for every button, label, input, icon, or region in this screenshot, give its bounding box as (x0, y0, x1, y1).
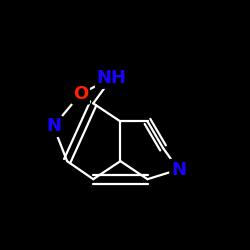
Text: N: N (46, 117, 61, 135)
Text: NH: NH (97, 69, 127, 87)
Text: O: O (73, 85, 88, 103)
Text: N: N (171, 160, 186, 178)
